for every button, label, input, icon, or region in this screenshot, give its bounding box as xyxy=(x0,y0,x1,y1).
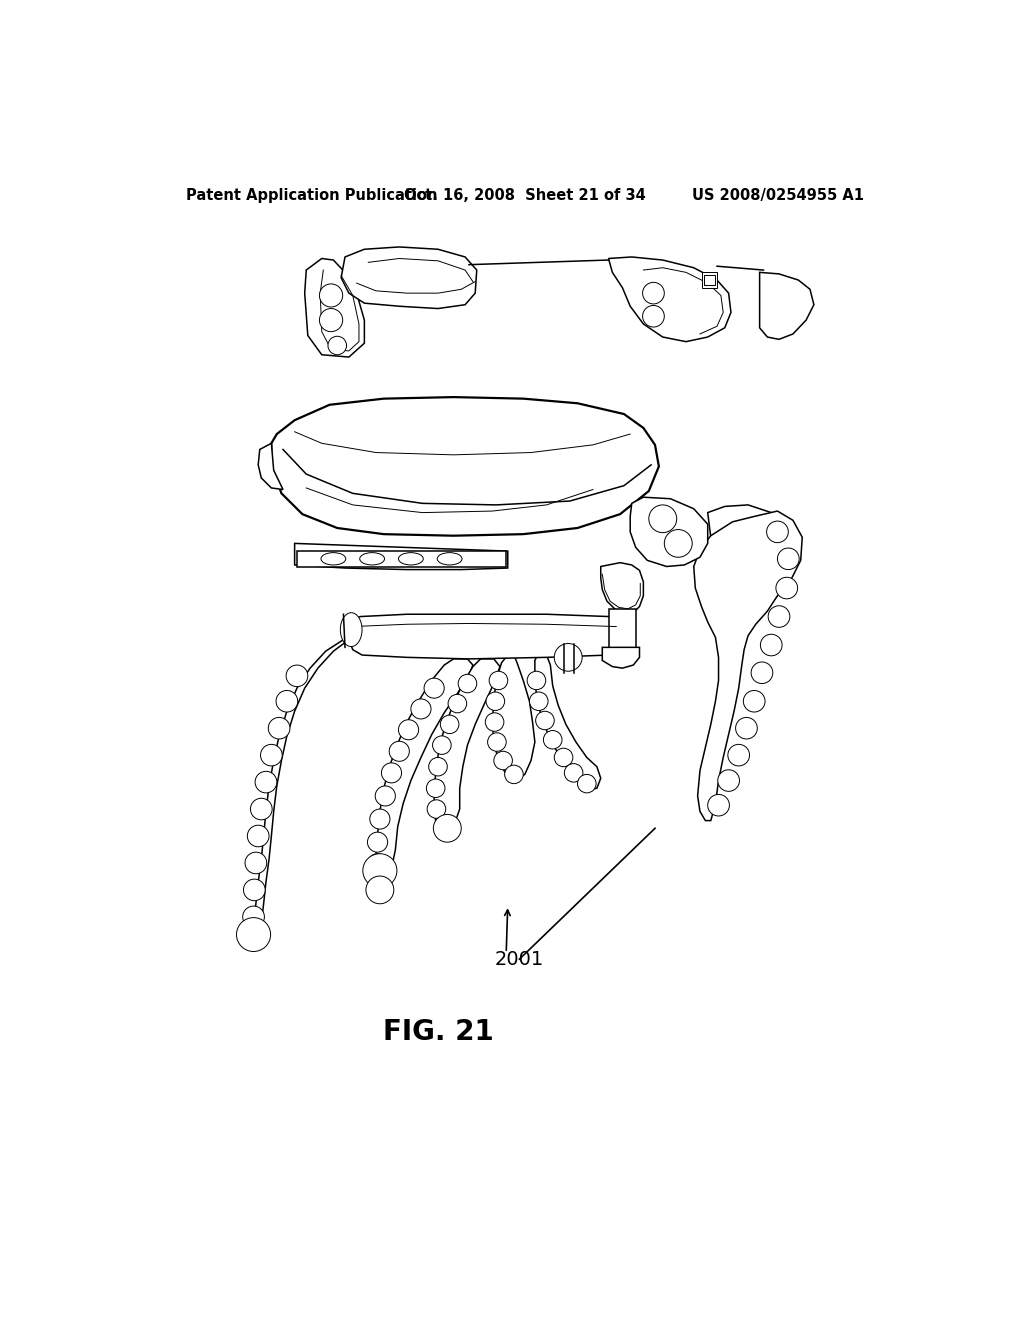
Circle shape xyxy=(751,663,773,684)
Circle shape xyxy=(248,825,269,847)
Circle shape xyxy=(708,795,729,816)
Polygon shape xyxy=(535,653,601,789)
Circle shape xyxy=(643,305,665,327)
Circle shape xyxy=(244,879,265,900)
Circle shape xyxy=(426,779,445,797)
Circle shape xyxy=(411,700,431,719)
Polygon shape xyxy=(376,659,473,875)
Circle shape xyxy=(268,718,290,739)
Circle shape xyxy=(319,284,343,308)
Circle shape xyxy=(564,763,583,781)
Circle shape xyxy=(424,678,444,698)
Circle shape xyxy=(286,665,308,686)
Polygon shape xyxy=(297,552,506,566)
Ellipse shape xyxy=(321,553,346,565)
Circle shape xyxy=(643,282,665,304)
Circle shape xyxy=(389,742,410,762)
Polygon shape xyxy=(608,609,636,651)
Circle shape xyxy=(505,766,523,784)
Ellipse shape xyxy=(340,612,362,647)
Circle shape xyxy=(381,763,401,783)
Circle shape xyxy=(436,817,455,836)
Circle shape xyxy=(368,832,388,853)
Ellipse shape xyxy=(398,553,423,565)
Circle shape xyxy=(449,694,467,713)
Circle shape xyxy=(368,854,388,874)
Circle shape xyxy=(735,718,758,739)
Circle shape xyxy=(237,917,270,952)
Polygon shape xyxy=(708,506,785,570)
Circle shape xyxy=(429,758,447,776)
Circle shape xyxy=(578,775,596,793)
Circle shape xyxy=(529,692,548,710)
Circle shape xyxy=(777,548,799,570)
Text: Patent Application Publication: Patent Application Publication xyxy=(186,187,437,203)
Circle shape xyxy=(485,713,504,731)
Polygon shape xyxy=(693,511,802,821)
Text: FIG. 21: FIG. 21 xyxy=(383,1018,494,1047)
Circle shape xyxy=(328,337,346,355)
Circle shape xyxy=(366,876,394,904)
Circle shape xyxy=(375,785,395,807)
Circle shape xyxy=(494,751,512,770)
Circle shape xyxy=(489,671,508,689)
Polygon shape xyxy=(602,647,640,668)
Circle shape xyxy=(432,737,452,755)
Circle shape xyxy=(243,906,264,928)
Circle shape xyxy=(536,711,554,730)
Circle shape xyxy=(767,521,788,543)
Polygon shape xyxy=(760,272,814,339)
Circle shape xyxy=(255,771,276,793)
Circle shape xyxy=(370,809,390,829)
Polygon shape xyxy=(711,557,777,611)
Circle shape xyxy=(649,504,677,532)
Circle shape xyxy=(776,577,798,599)
Circle shape xyxy=(398,719,419,739)
Circle shape xyxy=(458,675,477,693)
Circle shape xyxy=(486,692,505,710)
Polygon shape xyxy=(434,659,500,832)
Circle shape xyxy=(251,799,272,820)
Text: US 2008/0254955 A1: US 2008/0254955 A1 xyxy=(692,187,864,203)
Polygon shape xyxy=(341,247,477,309)
Ellipse shape xyxy=(359,553,385,565)
Circle shape xyxy=(718,770,739,792)
Circle shape xyxy=(260,744,283,766)
Circle shape xyxy=(544,730,562,748)
Circle shape xyxy=(487,733,506,751)
Ellipse shape xyxy=(437,553,462,565)
Text: Oct. 16, 2008  Sheet 21 of 34: Oct. 16, 2008 Sheet 21 of 34 xyxy=(403,187,646,203)
Text: 2001: 2001 xyxy=(495,949,544,969)
Circle shape xyxy=(319,309,343,331)
Circle shape xyxy=(554,644,583,672)
Polygon shape xyxy=(271,397,658,536)
Circle shape xyxy=(427,800,445,818)
Polygon shape xyxy=(601,562,643,614)
Circle shape xyxy=(768,606,790,627)
Circle shape xyxy=(440,715,459,734)
Polygon shape xyxy=(701,272,717,288)
Circle shape xyxy=(245,853,266,874)
Polygon shape xyxy=(295,544,508,570)
Circle shape xyxy=(362,854,397,887)
Circle shape xyxy=(527,671,546,689)
Polygon shape xyxy=(493,655,535,780)
Circle shape xyxy=(554,748,572,767)
Polygon shape xyxy=(305,259,365,358)
Polygon shape xyxy=(608,257,731,342)
Polygon shape xyxy=(252,635,359,940)
Circle shape xyxy=(665,529,692,557)
Circle shape xyxy=(276,690,298,711)
Polygon shape xyxy=(630,498,708,566)
Polygon shape xyxy=(349,614,630,659)
Circle shape xyxy=(433,814,461,842)
Circle shape xyxy=(728,744,750,766)
Circle shape xyxy=(761,635,782,656)
Circle shape xyxy=(743,690,765,711)
Polygon shape xyxy=(258,444,283,490)
